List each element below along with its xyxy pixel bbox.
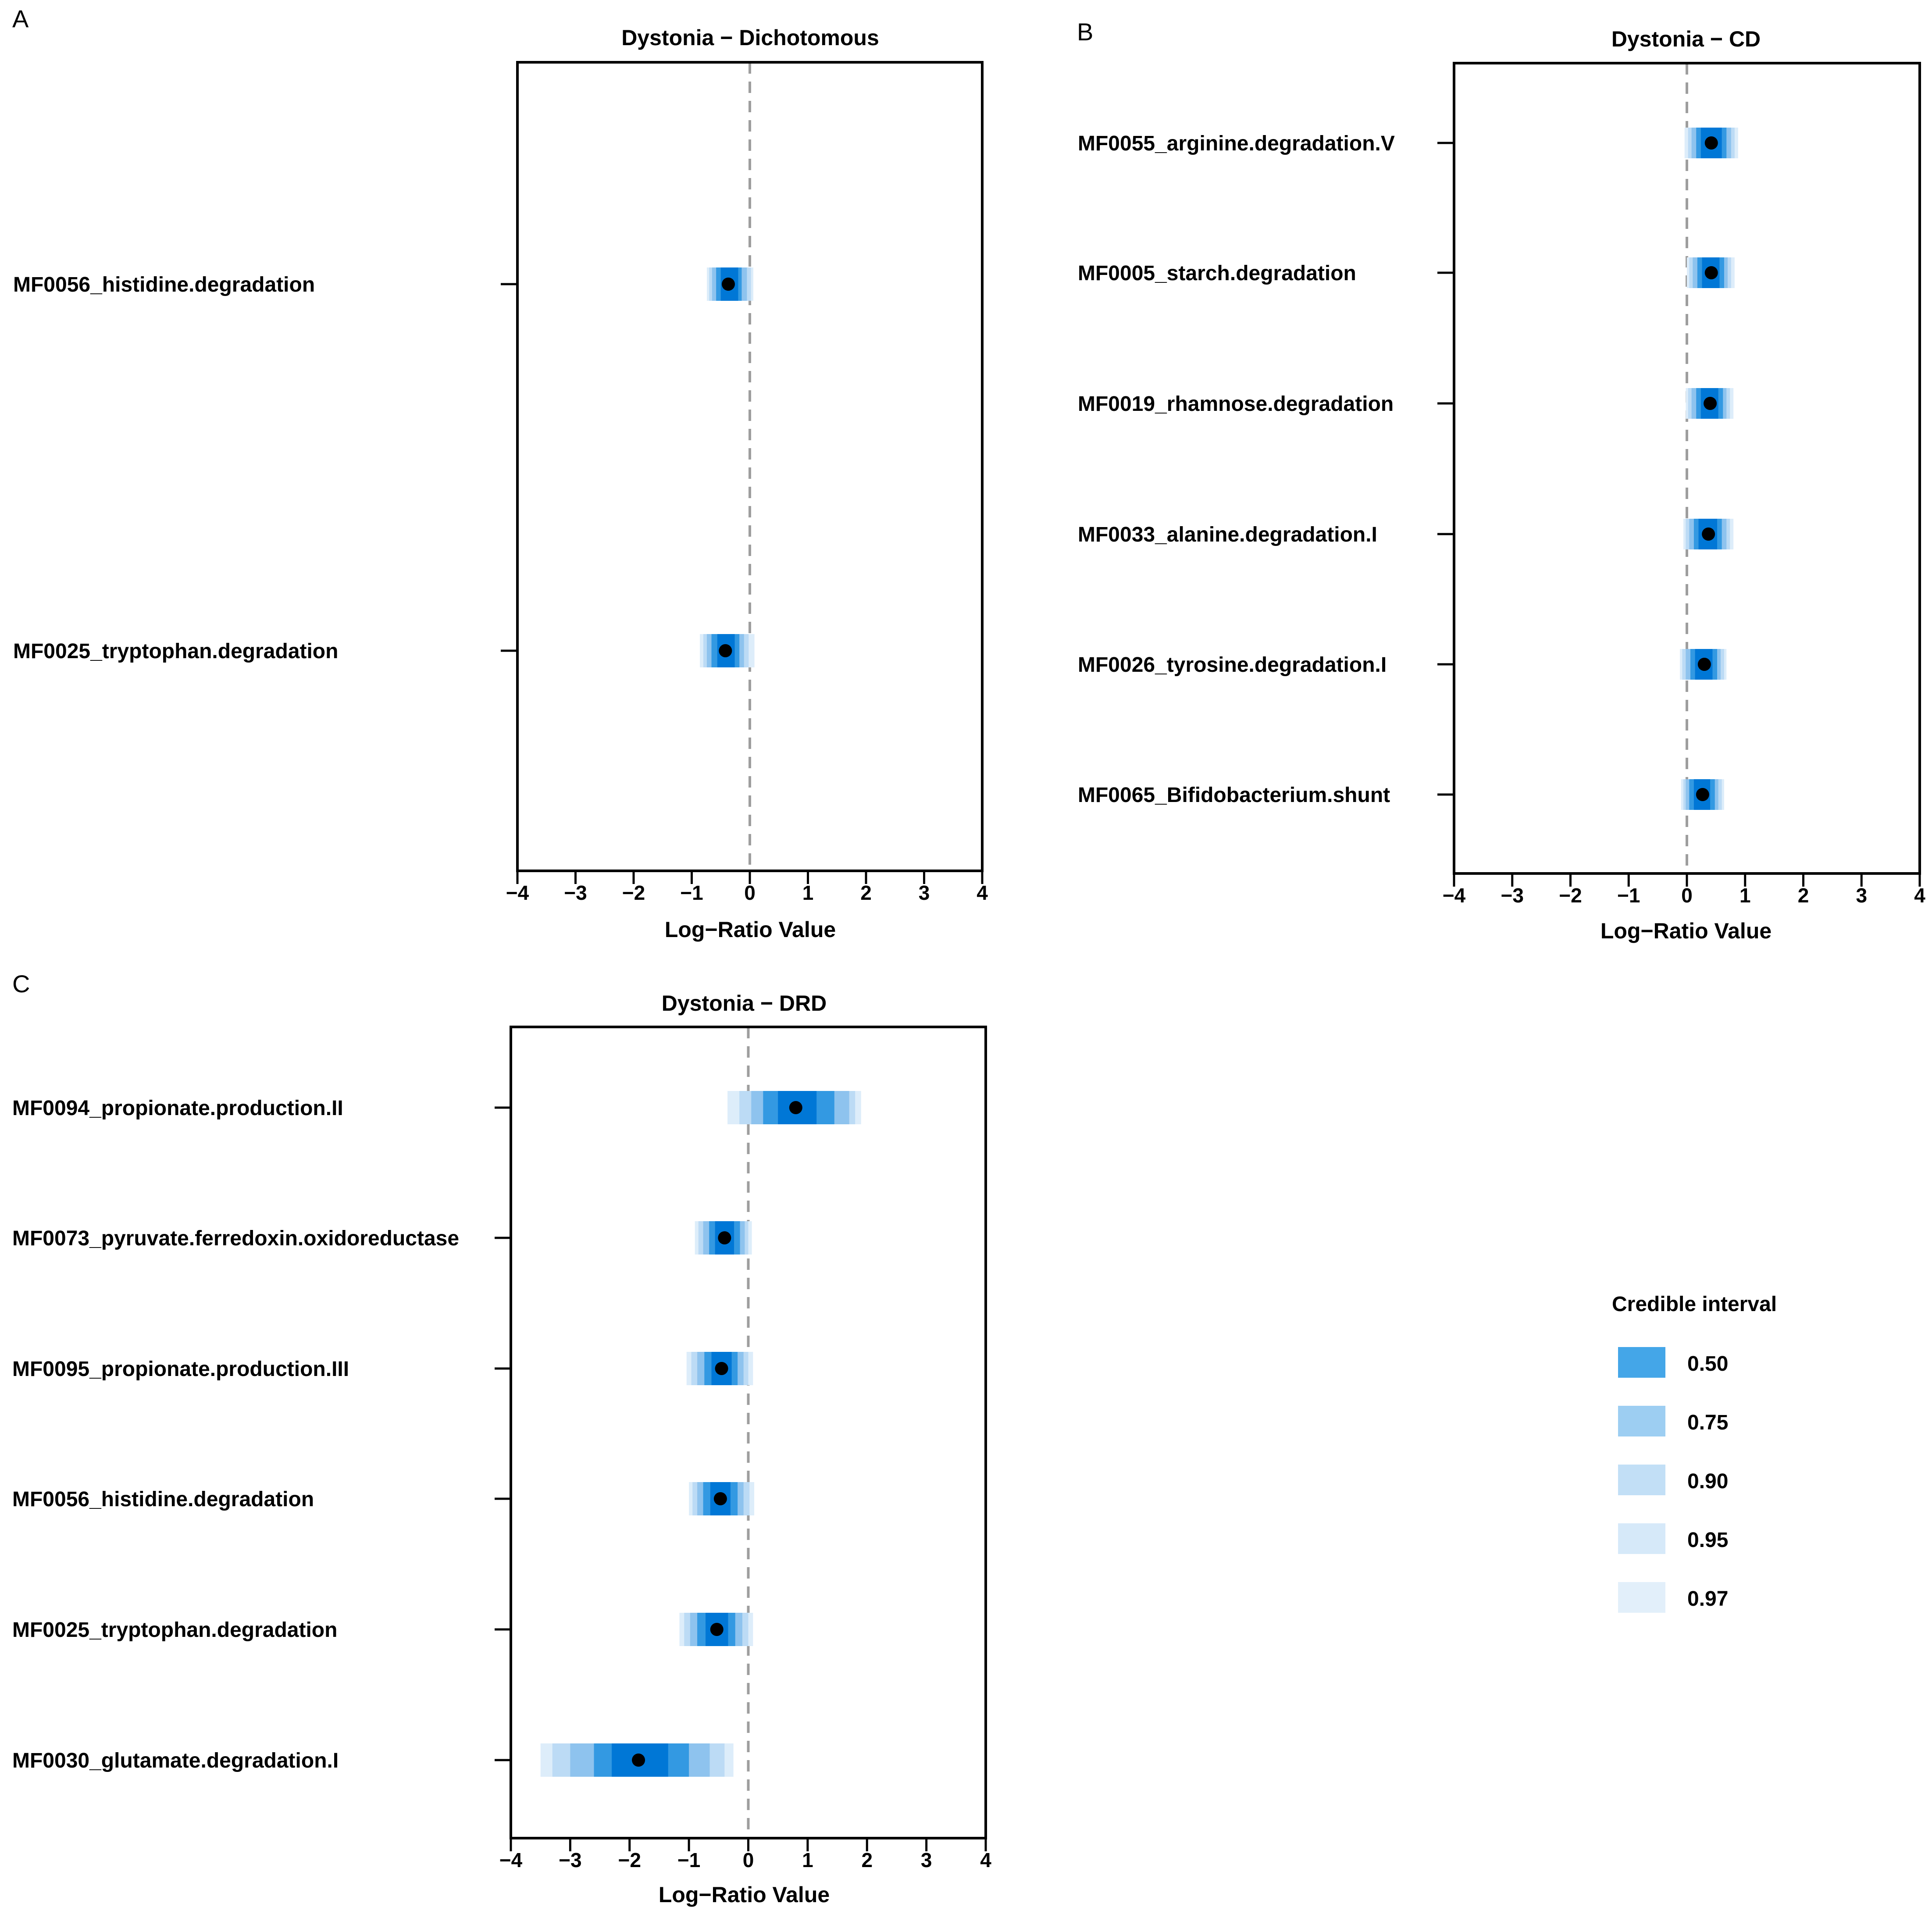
panel-a-y-label-1: MF0056_histidine.degradation	[13, 273, 315, 296]
panel-b-row-3	[1686, 388, 1734, 419]
legend: Credible interval 0.50 0.75 0.90 0.95 0.…	[1612, 1293, 1777, 1613]
panel-c-x-tick-label-7: 2	[861, 1849, 873, 1871]
panel-c-y-label-3: MF0095_propionate.production.III	[12, 1358, 349, 1381]
panel-b-y-label-1: MF0055_arginine.degradation.V	[1078, 132, 1395, 155]
panel-c-x-tick-label-4: −1	[677, 1849, 700, 1871]
panel-a-x-tick-label-6: 1	[802, 881, 814, 904]
panel-c-row-3	[686, 1352, 753, 1385]
legend-swatch-075	[1618, 1406, 1665, 1436]
panel-a-x-tick-label-2: −3	[564, 881, 587, 904]
panel-b: B Dystonia − CD MF0055_arginine.degradat…	[1077, 18, 1925, 943]
legend-label-095: 0.95	[1687, 1529, 1728, 1552]
panel-c-y-label-4: MF0056_histidine.degradation	[12, 1488, 314, 1511]
panel-b-y-label-6: MF0065_Bifidobacterium.shunt	[1078, 784, 1390, 807]
panel-b-row-4	[1683, 519, 1734, 549]
legend-swatch-090	[1618, 1465, 1665, 1495]
panel-c-x-tick-label-3: −2	[618, 1849, 641, 1871]
legend-swatch-097	[1618, 1582, 1665, 1613]
legend-label-075: 0.75	[1687, 1411, 1728, 1434]
panel-c-x-tick-label-2: −3	[559, 1849, 581, 1871]
panel-c: C Dystonia − DRD MF0094_propionate.produ…	[12, 970, 991, 1907]
panel-a-x-tick-label-5: 0	[744, 881, 756, 904]
panel-c-x-tick-label-1: −4	[499, 1849, 523, 1871]
panel-c-y-label-2: MF0073_pyruvate.ferredoxin.oxidoreductas…	[12, 1227, 459, 1250]
panel-a-row-2-median-point	[719, 644, 732, 657]
panel-c-y-label-6: MF0030_glutamate.degradation.I	[12, 1749, 339, 1772]
panel-b-y-label-3: MF0019_rhamnose.degradation	[1078, 392, 1394, 416]
panel-b-x-tick-label-3: −2	[1559, 884, 1582, 907]
panel-a-plot-area: MF0056_histidine.degradation MF0025_trypt…	[13, 61, 988, 904]
panel-c-y-label-1: MF0094_propionate.production.II	[12, 1097, 343, 1120]
panel-c-row-5-median-point	[710, 1623, 724, 1636]
panel-a-x-tick-label-4: −1	[680, 881, 703, 904]
panel-b-row-1-median-point	[1704, 136, 1718, 150]
panel-b-x-tick-label-5: 0	[1681, 884, 1693, 907]
panel-c-row-6-median-point	[632, 1754, 645, 1767]
panel-b-x-tick-label-2: −3	[1501, 884, 1524, 907]
panel-b-row-2	[1687, 257, 1735, 288]
panel-a-x-tick-label-8: 3	[919, 881, 930, 904]
panel-b-row-3-median-point	[1704, 397, 1717, 410]
legend-label-097: 0.97	[1687, 1587, 1728, 1611]
panel-b-row-6	[1681, 779, 1724, 810]
panel-letter-a: A	[12, 5, 29, 32]
panel-c-row-2-median-point	[718, 1231, 731, 1244]
panel-a-x-tick-label-9: 4	[977, 881, 988, 904]
panel-a-x-axis-label: Log−Ratio Value	[665, 917, 836, 942]
legend-label-050: 0.50	[1687, 1352, 1728, 1376]
panel-b-row-5-median-point	[1697, 658, 1711, 671]
panel-a-row-2	[700, 634, 755, 667]
panel-letter-c: C	[12, 970, 30, 998]
panel-c-plot-area: MF0094_propionate.production.II MF0073_py…	[12, 1026, 991, 1871]
legend-label-090: 0.90	[1687, 1470, 1728, 1493]
panel-b-title: Dystonia − CD	[1611, 27, 1761, 51]
legend-swatch-095	[1618, 1523, 1665, 1554]
panel-c-row-5	[679, 1613, 753, 1646]
panel-c-row-3-median-point	[715, 1362, 728, 1375]
panel-c-x-axis-label: Log−Ratio Value	[659, 1882, 830, 1907]
panel-a-y-label-2: MF0025_tryptophan.degradation	[13, 640, 338, 663]
panel-c-row-6	[540, 1743, 734, 1777]
panel-b-row-5	[1680, 649, 1727, 680]
panel-b-x-tick-label-9: 4	[1914, 884, 1925, 907]
panel-c-x-tick-label-5: 0	[743, 1849, 754, 1871]
panel-b-x-axis-label: Log−Ratio Value	[1600, 919, 1772, 943]
panel-b-y-label-2: MF0005_starch.degradation	[1078, 262, 1356, 285]
panel-b-x-tick-label-7: 2	[1798, 884, 1809, 907]
panel-b-row-4-median-point	[1702, 528, 1715, 541]
panel-c-row-4-median-point	[713, 1492, 727, 1505]
legend-title: Credible interval	[1612, 1293, 1777, 1316]
panel-c-y-label-5: MF0025_tryptophan.degradation	[12, 1618, 337, 1642]
panel-c-row-1-median-point	[789, 1101, 802, 1114]
panel-b-x-tick-label-1: −4	[1443, 884, 1466, 907]
panel-c-title: Dystonia − DRD	[662, 991, 827, 1016]
panel-b-x-tick-label-6: 1	[1740, 884, 1751, 907]
panel-b-row-1	[1684, 128, 1738, 158]
panel-b-row-2-median-point	[1704, 266, 1718, 279]
panel-a-x-tick-label-7: 2	[860, 881, 872, 904]
panel-b-x-tick-label-8: 3	[1856, 884, 1867, 907]
panel-a: A Dystonia − Dichotomous MF0056_histidin…	[12, 5, 988, 942]
panel-a-row-1	[706, 267, 753, 301]
panel-a-row-1-median-point	[721, 278, 735, 291]
legend-swatch-050	[1618, 1347, 1665, 1378]
panel-c-row-4	[689, 1482, 755, 1515]
panel-c-x-tick-label-8: 3	[921, 1849, 932, 1871]
panel-c-row-2	[695, 1221, 752, 1255]
panel-a-x-tick-label-3: −2	[622, 881, 645, 904]
panel-a-title: Dystonia − Dichotomous	[621, 25, 879, 50]
panel-b-plot-area: MF0055_arginine.degradation.V MF0005_star…	[1078, 62, 1925, 907]
panel-c-row-1	[727, 1091, 861, 1124]
panel-a-x-tick-label-1: −4	[506, 881, 529, 904]
panel-c-x-tick-label-6: 1	[802, 1849, 813, 1871]
panel-b-x-tick-label-4: −1	[1617, 884, 1640, 907]
panel-c-x-tick-label-9: 4	[980, 1849, 991, 1871]
panel-b-row-6-median-point	[1696, 788, 1709, 801]
panel-letter-b: B	[1077, 18, 1093, 46]
panel-b-y-label-4: MF0033_alanine.degradation.I	[1078, 523, 1377, 546]
panel-b-y-label-5: MF0026_tyrosine.degradation.I	[1078, 653, 1387, 677]
